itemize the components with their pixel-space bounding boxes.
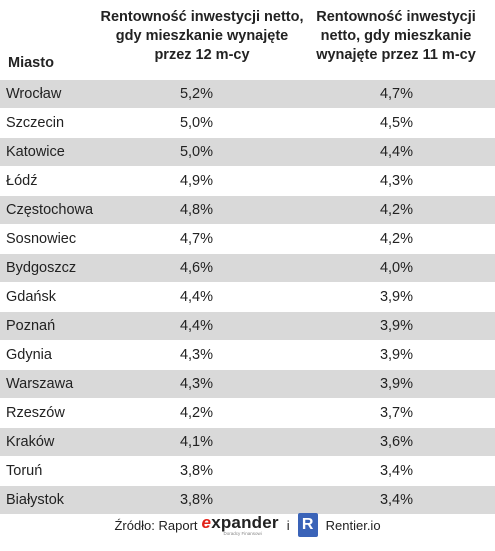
expander-logo-e: e — [201, 513, 212, 532]
city-cell: Warszawa — [6, 376, 74, 392]
yield-11-cell: 3,7% — [379, 405, 414, 421]
yield-12-cell: 5,0% — [179, 115, 214, 131]
table-row: Rzeszów 4,2% 3,7% — [0, 398, 495, 427]
header-yield-12-months: Rentowność inwestycji netto, gdy mieszka… — [100, 9, 304, 63]
yield-11-cell: 3,9% — [379, 289, 414, 305]
table-row: Białystok 3,8% 3,4% — [0, 485, 495, 514]
table-header: Miasto Rentowność inwestycji netto, gdy … — [0, 0, 495, 79]
city-cell: Wrocław — [6, 86, 62, 102]
source-label: Źródło: Raport — [114, 517, 198, 533]
city-cell: Poznań — [6, 318, 56, 334]
yield-11-cell: 4,3% — [379, 173, 414, 189]
yield-11-cell: 3,9% — [379, 318, 414, 334]
table-row: Toruń 3,8% 3,4% — [0, 456, 495, 485]
yield-12-cell: 4,4% — [179, 289, 214, 305]
expander-tagline: Doradcy Finansowi — [223, 531, 262, 536]
expander-logo-rest: xpander — [211, 513, 279, 532]
yield-12-cell: 4,6% — [179, 260, 214, 276]
yield-11-cell: 4,2% — [379, 231, 414, 247]
table-row: Kraków 4,1% 3,6% — [0, 427, 495, 456]
rentier-logo-icon: R — [297, 513, 318, 537]
city-cell: Kraków — [6, 434, 55, 450]
table-row: Gdańsk 4,4% 3,9% — [0, 282, 495, 311]
yield-12-cell: 4,7% — [179, 231, 214, 247]
yield-12-cell: 4,3% — [179, 347, 214, 363]
city-cell: Bydgoszcz — [6, 260, 77, 276]
yield-11-cell: 4,4% — [379, 144, 414, 160]
table-row: Poznań 4,4% 3,9% — [0, 311, 495, 340]
expander-logo: expander Doradcy Finansowi — [202, 514, 279, 536]
yield-11-cell: 3,4% — [379, 463, 414, 479]
yield-11-cell: 4,0% — [379, 260, 414, 276]
source-and: i — [286, 517, 290, 533]
yield-12-cell: 4,1% — [179, 434, 214, 450]
table-body: Wrocław 5,2% 4,7% Szczecin 5,0% 4,5% Katowice 5… — [0, 79, 495, 514]
city-cell: Rzeszów — [6, 405, 65, 421]
yield-12-cell: 4,4% — [179, 318, 214, 334]
table-row: Sosnowiec 4,7% 4,2% — [0, 224, 495, 253]
yield-12-cell: 4,9% — [179, 173, 214, 189]
yield-12-cell: 4,3% — [179, 376, 214, 392]
yield-11-cell: 4,7% — [379, 86, 414, 102]
yield-12-cell: 5,0% — [179, 144, 214, 160]
source-footer: Źródło: Raport expander Doradcy Finansow… — [0, 510, 495, 540]
table-row: Częstochowa 4,8% 4,2% — [0, 195, 495, 224]
city-cell: Szczecin — [6, 115, 65, 131]
yield-11-cell: 4,2% — [379, 202, 414, 218]
yield-12-cell: 5,2% — [179, 86, 214, 102]
city-cell: Gdańsk — [6, 289, 56, 305]
yield-12-cell: 3,8% — [179, 492, 214, 508]
yield-12-cell: 3,8% — [179, 463, 214, 479]
yield-11-cell: 3,9% — [379, 376, 414, 392]
city-cell: Gdynia — [6, 347, 52, 363]
header-yield-11-months: Rentowność inwestycji netto, gdy mieszka… — [316, 9, 476, 63]
yield-12-cell: 4,8% — [179, 202, 214, 218]
table-row: Gdynia 4,3% 3,9% — [0, 340, 495, 369]
city-cell: Częstochowa — [6, 202, 94, 218]
yield-11-cell: 3,9% — [379, 347, 414, 363]
table-row: Bydgoszcz 4,6% 4,0% — [0, 253, 495, 282]
yield-11-cell: 3,4% — [379, 492, 414, 508]
yield-11-cell: 3,6% — [379, 434, 414, 450]
yield-11-cell: 4,5% — [379, 115, 414, 131]
table-row: Łódź 4,9% 4,3% — [0, 166, 495, 195]
rentier-label: Rentier.io — [325, 517, 381, 533]
table-row: Szczecin 5,0% 4,5% — [0, 108, 495, 137]
header-city: Miasto — [8, 55, 54, 71]
table-row: Wrocław 5,2% 4,7% — [0, 79, 495, 108]
city-cell: Toruń — [6, 463, 43, 479]
table-row: Katowice 5,0% 4,4% — [0, 137, 495, 166]
table-row: Warszawa 4,3% 3,9% — [0, 369, 495, 398]
yield-12-cell: 4,2% — [179, 405, 214, 421]
city-cell: Sosnowiec — [6, 231, 77, 247]
city-cell: Katowice — [6, 144, 65, 160]
city-cell: Białystok — [6, 492, 65, 508]
yield-table: Miasto Rentowność inwestycji netto, gdy … — [0, 0, 495, 514]
city-cell: Łódź — [6, 173, 38, 189]
